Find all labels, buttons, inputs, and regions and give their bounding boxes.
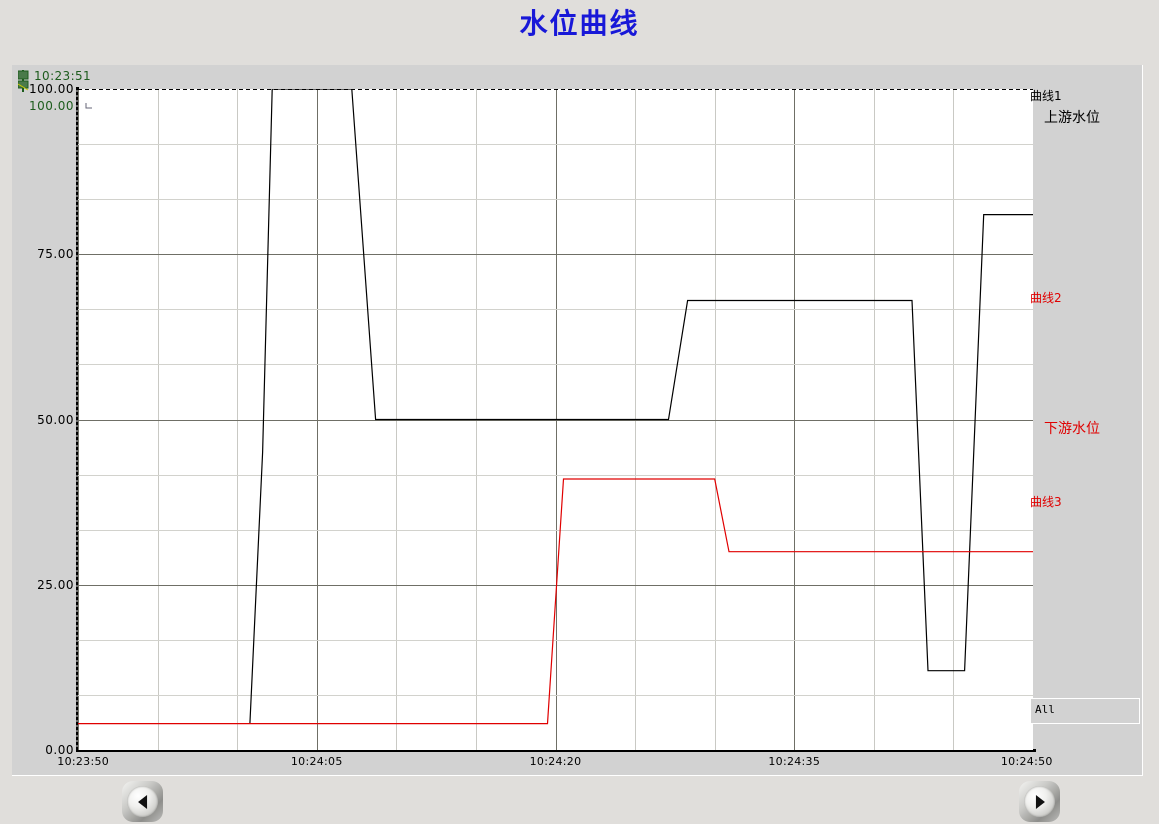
page-title: 水位曲线	[519, 7, 640, 40]
y-tick-25.00: 25.00	[37, 577, 74, 592]
next-button-face	[1024, 786, 1055, 817]
next-button[interactable]	[1019, 781, 1060, 822]
chart-panel: 0.00 25.00 50.00 75.00 100.00 10:23:51 100.0…	[12, 65, 1143, 776]
next-arrow-icon	[1035, 794, 1045, 809]
x-tick-10:24:20: 10:24:20	[529, 755, 582, 768]
prev-button[interactable]	[122, 781, 163, 822]
x-tick-10:24:50: 10:24:50	[1000, 755, 1053, 768]
x-tick-10:24:05: 10:24:05	[290, 755, 343, 768]
plot-area[interactable]	[78, 89, 1033, 750]
x-axis-line	[76, 749, 1036, 752]
legend-desc-upstream: 上游水位	[1044, 110, 1100, 126]
series-line-2	[78, 478, 1033, 725]
y-tick-100.00: 100.00	[29, 82, 74, 96]
y-tick-75.00: 75.00	[37, 247, 74, 262]
series-filter-value: All	[1035, 703, 1055, 716]
prev-button-face	[127, 786, 158, 817]
prev-arrow-icon	[137, 794, 147, 809]
series-filter-box[interactable]: All	[1030, 698, 1140, 724]
legend-item-curve3[interactable]: 曲线3	[1030, 495, 1062, 509]
marker-value-label: 100.00	[29, 99, 74, 113]
legend-item-curve1[interactable]: 曲线1	[1030, 89, 1062, 103]
y-tick-0.00: 0.00	[45, 743, 74, 757]
series-line-1	[249, 89, 1033, 724]
legend-item-curve2[interactable]: 曲线2	[1030, 291, 1062, 305]
legend-desc-downstream: 下游水位	[1044, 421, 1100, 437]
x-tick-10:24:35: 10:24:35	[768, 755, 821, 768]
y-axis-line	[76, 87, 79, 752]
x-tick-10:23:50: 10:23:50	[57, 755, 110, 768]
marker-time-label: 10:23:51	[34, 69, 92, 83]
marker-flag-icon[interactable]	[17, 70, 29, 92]
y-tick-50.00: 50.00	[37, 412, 74, 427]
